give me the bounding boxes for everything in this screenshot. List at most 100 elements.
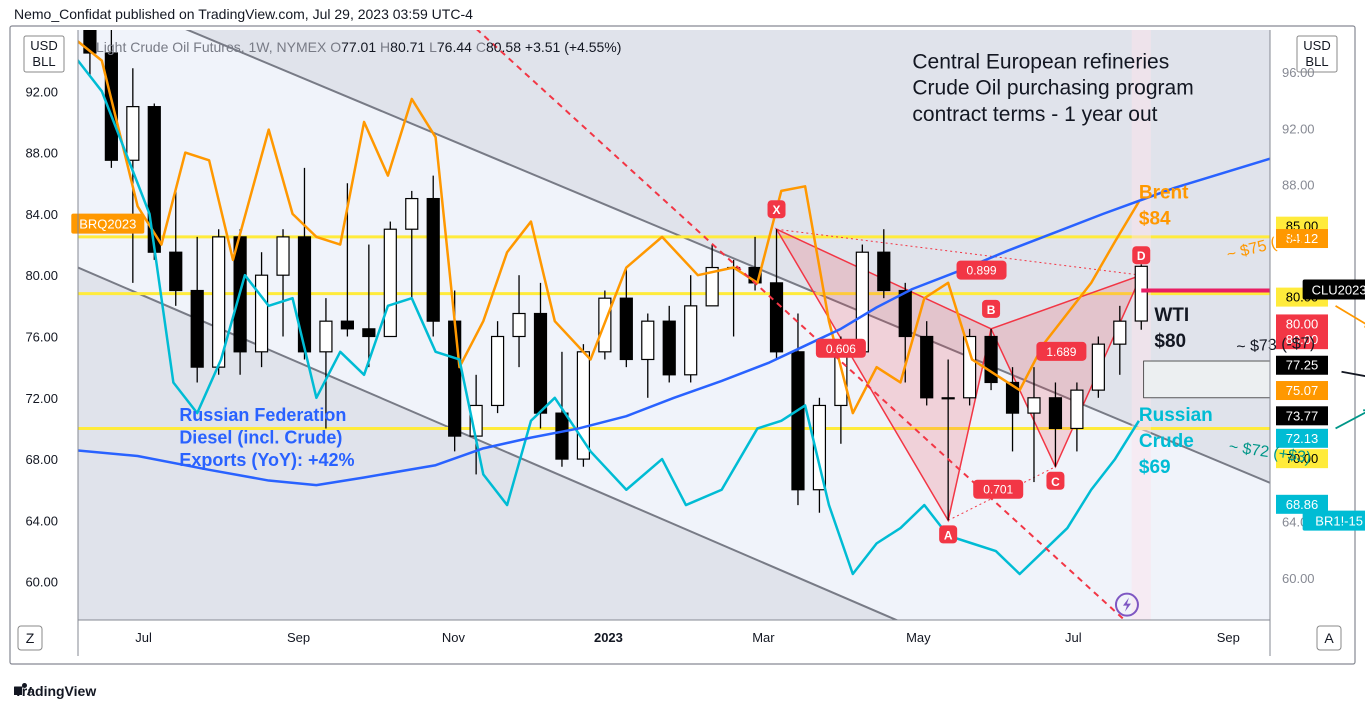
price-tag-label: 72.13 bbox=[1286, 431, 1319, 446]
target-box bbox=[1144, 361, 1365, 398]
auto-scale-button-label: A bbox=[1324, 630, 1334, 646]
y-tick-right: 88.00 bbox=[1282, 178, 1315, 193]
harmonic-ratio-label: 0.606 bbox=[826, 342, 856, 356]
candle-body bbox=[341, 321, 353, 329]
ohlc-legend: Light Crude Oil Futures, 1W, NYMEX O77.0… bbox=[96, 39, 621, 55]
harmonic-ratio-label: 0.899 bbox=[967, 264, 997, 278]
candle-body bbox=[170, 252, 182, 290]
price-tag-label: 68.86 bbox=[1286, 497, 1319, 512]
x-tick-label: Sep bbox=[1217, 630, 1240, 645]
candle-body bbox=[127, 107, 139, 161]
price-tag-label: 73.77 bbox=[1286, 408, 1319, 423]
harmonic-ratio-label: 1.689 bbox=[1046, 345, 1076, 359]
candle-body bbox=[792, 352, 804, 490]
candle-body bbox=[384, 229, 396, 336]
y-tick-left: 64.00 bbox=[25, 513, 58, 528]
annotation-text: $84 bbox=[1139, 209, 1171, 230]
chart-svg[interactable]: XABCD0.6060.8990.7011.689USDBLLUSDBLL60.… bbox=[0, 0, 1365, 709]
axis-unit-label: USD bbox=[1303, 38, 1330, 53]
candle-body bbox=[1049, 398, 1061, 429]
candle-body bbox=[964, 336, 976, 397]
price-tag-label: 77.25 bbox=[1286, 358, 1319, 373]
y-tick-right: 92.00 bbox=[1282, 121, 1315, 136]
annotation-text: Crude Oil purchasing program bbox=[912, 77, 1193, 100]
candle-body bbox=[1071, 390, 1083, 428]
candle-body bbox=[620, 298, 632, 359]
candle-body bbox=[663, 321, 675, 375]
x-tick-label: Nov bbox=[442, 630, 466, 645]
annotation-text: WTI bbox=[1154, 305, 1189, 326]
candle-body bbox=[513, 314, 525, 337]
annotation-text: Crude bbox=[1139, 431, 1194, 452]
y-tick-left: 60.00 bbox=[25, 575, 58, 590]
candle-body bbox=[921, 336, 933, 397]
annotation-text: ~ $73 (-$7) bbox=[1236, 335, 1316, 356]
projection-arrow bbox=[1336, 306, 1365, 327]
y-tick-right: 96.00 bbox=[1282, 65, 1315, 80]
annotation-text: $69 bbox=[1139, 457, 1171, 478]
candle-body bbox=[427, 199, 439, 322]
candle-body bbox=[556, 413, 568, 459]
y-tick-left: 72.00 bbox=[25, 391, 58, 406]
candle-body bbox=[942, 398, 954, 399]
harmonic-ratio-label: 0.701 bbox=[983, 483, 1013, 497]
y-tick-left: 92.00 bbox=[25, 84, 58, 99]
candle-body bbox=[213, 237, 225, 367]
candle-body bbox=[277, 237, 289, 275]
x-tick-label: Sep bbox=[287, 630, 310, 645]
candle-body bbox=[406, 199, 418, 230]
x-tick-label: 2023 bbox=[594, 630, 623, 645]
harmonic-badge-label: X bbox=[773, 203, 781, 217]
x-tick-label: Mar bbox=[752, 630, 775, 645]
axis-unit-label: BLL bbox=[32, 54, 55, 69]
symbol-pill-label: CLU2023 bbox=[1312, 283, 1365, 298]
symbol-pill-label: BRQ2023 bbox=[79, 217, 136, 232]
annotation-text: Russian Federation bbox=[179, 405, 346, 425]
y-tick-right: 60.00 bbox=[1282, 571, 1315, 586]
candle-body bbox=[449, 321, 461, 436]
candle-body bbox=[685, 306, 697, 375]
candle-body bbox=[878, 252, 890, 290]
y-tick-left: 68.00 bbox=[25, 452, 58, 467]
candle-body bbox=[899, 291, 911, 337]
axis-unit-label: USD bbox=[30, 38, 57, 53]
x-tick-label: Jul bbox=[135, 630, 152, 645]
y-tick-left: 80.00 bbox=[25, 268, 58, 283]
candle-body bbox=[1028, 398, 1040, 413]
annotation-text: Russian bbox=[1139, 405, 1213, 426]
y-tick-left: 84.00 bbox=[25, 207, 58, 222]
harmonic-badge-label: B bbox=[987, 303, 996, 317]
candle-body bbox=[1114, 321, 1126, 344]
candle-body bbox=[1092, 344, 1104, 390]
annotation-text: $80 bbox=[1154, 331, 1186, 352]
projection-arrow bbox=[1342, 372, 1365, 378]
annotation-text: Brent bbox=[1139, 183, 1189, 204]
candle-body bbox=[642, 321, 654, 359]
candle-body bbox=[320, 321, 332, 352]
harmonic-badge-label: D bbox=[1137, 249, 1146, 263]
candle-body bbox=[363, 329, 375, 337]
candle-body bbox=[256, 275, 268, 352]
x-tick-label: May bbox=[906, 630, 931, 645]
candle-body bbox=[148, 107, 160, 253]
price-tag-label: 75.07 bbox=[1286, 383, 1319, 398]
annotation-text: contract terms - 1 year out bbox=[912, 103, 1157, 126]
tradingview-logo: TradingView bbox=[14, 683, 96, 699]
candle-body bbox=[492, 336, 504, 405]
symbol-pill-label: BR1!-15 bbox=[1315, 514, 1363, 529]
harmonic-badge-label: A bbox=[944, 528, 953, 542]
candle-body bbox=[577, 352, 589, 459]
candle-body bbox=[856, 252, 868, 352]
price-tag-label: 80.00 bbox=[1286, 316, 1319, 331]
x-tick-label: Jul bbox=[1065, 630, 1082, 645]
annotation-text: Diesel (incl. Crude) bbox=[179, 427, 342, 447]
timezone-button-label: Z bbox=[26, 630, 35, 646]
y-tick-left: 88.00 bbox=[25, 146, 58, 161]
candle-body bbox=[1135, 266, 1147, 321]
annotation-text: Central European refineries bbox=[912, 50, 1169, 73]
candle-body bbox=[534, 314, 546, 414]
y-tick-left: 76.00 bbox=[25, 329, 58, 344]
projection-arrow bbox=[1336, 410, 1365, 428]
harmonic-badge-label: C bbox=[1051, 475, 1060, 489]
annotation-text: Exports (YoY): +42% bbox=[179, 450, 354, 470]
